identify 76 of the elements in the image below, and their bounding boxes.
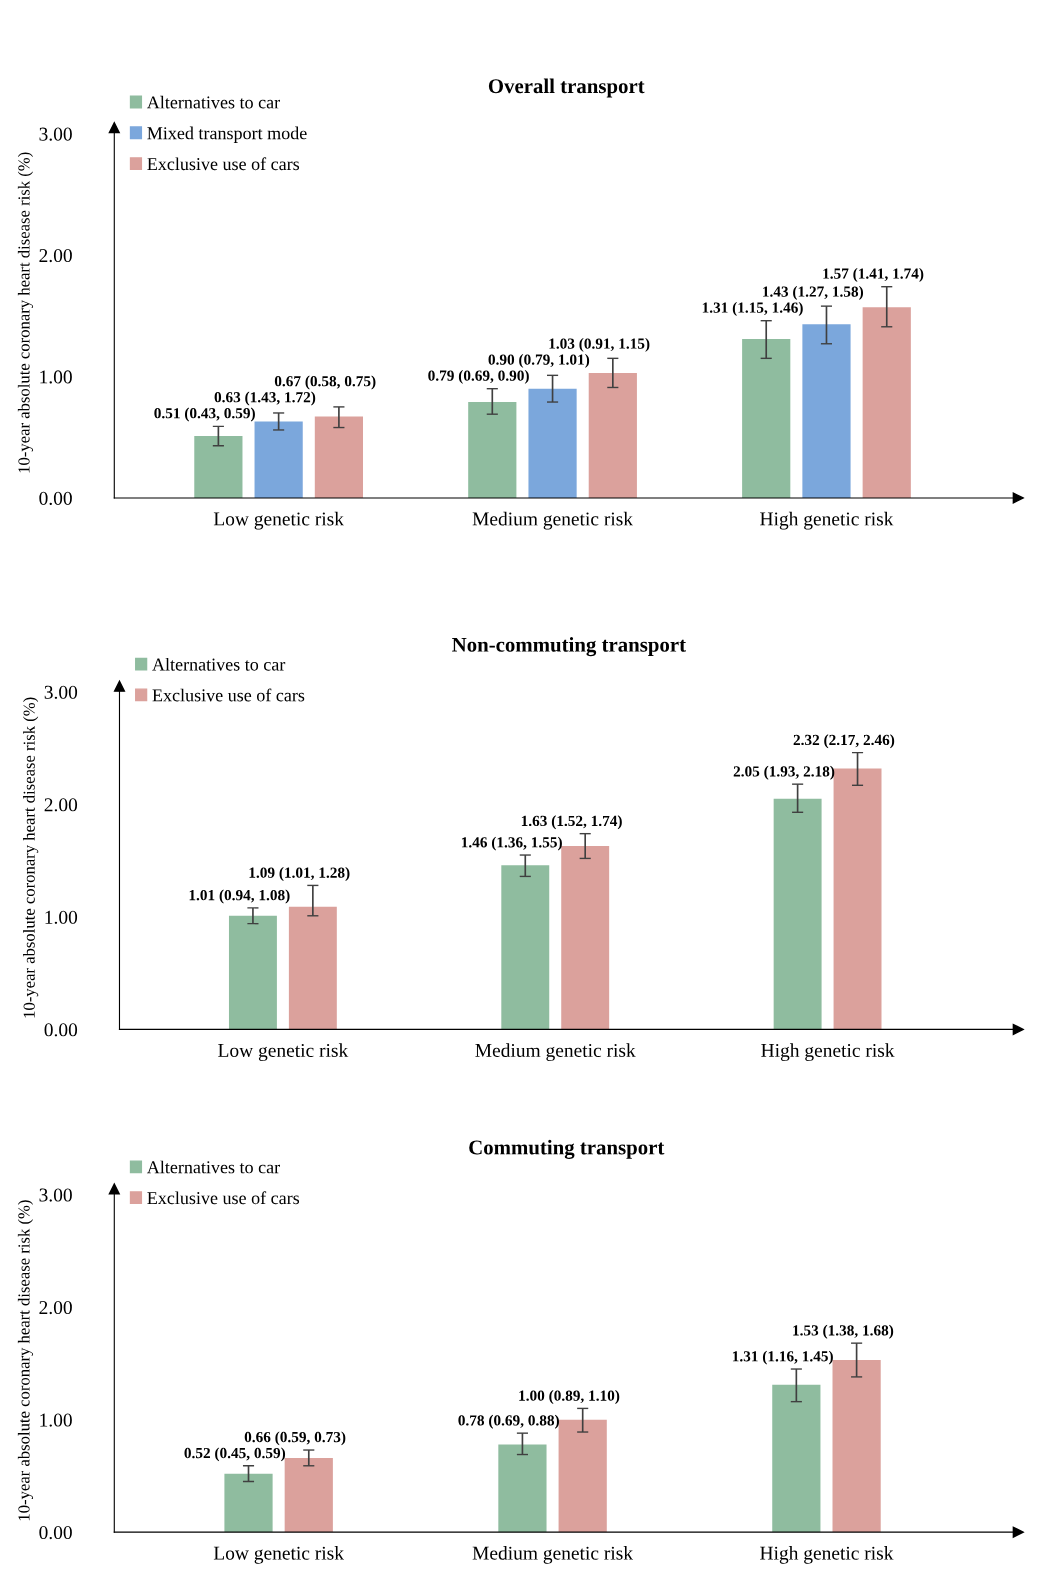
bar — [832, 1360, 881, 1533]
data-label: 1.53 (1.38, 1.68) — [793, 1324, 894, 1339]
chart-title: Overall transport — [488, 78, 645, 98]
x-tick-label: Medium genetic risk — [472, 511, 634, 530]
data-label: 2.32 (2.17, 2.46) — [793, 734, 895, 749]
data-label: 1.31 (1.15, 1.46) — [702, 302, 803, 316]
data-label: 0.66 (0.59, 0.73) — [244, 1431, 346, 1446]
legend-label: Alternatives to car — [152, 657, 286, 671]
y-axis-title: 10-year absolute coronary heart disease risk (%) — [17, 1200, 34, 1521]
bar — [501, 865, 550, 1030]
x-tick-label: High genetic risk — [760, 1546, 894, 1564]
y-tick-label: 2.00 — [39, 248, 72, 263]
data-label: 1.63 (1.52, 1.74) — [521, 815, 622, 830]
bar — [862, 307, 911, 498]
y-tick-label: 3.00 — [39, 127, 72, 141]
bar — [561, 846, 610, 1030]
x-tick-label: Low genetic risk — [213, 1546, 344, 1564]
data-label: 1.31 (1.16, 1.45) — [732, 1350, 833, 1365]
data-label: 1.01 (0.94, 1.08) — [189, 889, 290, 904]
data-label: 0.78 (0.69, 0.88) — [458, 1414, 559, 1429]
bar — [224, 1473, 273, 1533]
data-label: 1.57 (1.41, 1.74) — [823, 268, 924, 282]
bar — [558, 1419, 607, 1533]
bar — [284, 1457, 333, 1533]
bar — [228, 915, 277, 1030]
y-tick-label: 0.00 — [39, 491, 72, 505]
bar — [254, 421, 303, 498]
data-label: 1.43 (1.27, 1.58) — [763, 286, 864, 300]
bar — [773, 798, 822, 1030]
y-tick-label: 1.00 — [40, 370, 72, 384]
x-tick-label: High genetic risk — [761, 1043, 895, 1061]
y-tick-label: 0.00 — [39, 1525, 72, 1540]
bar — [314, 416, 364, 498]
bar — [802, 324, 851, 498]
legend-label: Exclusive use of cars — [152, 688, 305, 702]
legend-label: Alternatives to car — [146, 95, 280, 109]
legend-label: Exclusive use of cars — [147, 157, 300, 171]
data-label: 0.63 (1.43, 1.72) — [214, 391, 316, 406]
bar — [588, 372, 637, 498]
data-label: 0.79 (0.69, 0.90) — [428, 369, 529, 384]
bar — [772, 1384, 821, 1533]
data-label: 1.00 (0.89, 1.10) — [519, 1390, 620, 1404]
chart-title: Non-commuting transport — [452, 637, 686, 657]
x-tick-label: Low genetic risk — [213, 511, 344, 530]
legend-label: Mixed transport mode — [147, 126, 307, 143]
y-axis-title: 10-year absolute coronary heart disease risk (%) — [23, 697, 39, 1018]
bar — [498, 1444, 547, 1533]
bar — [528, 388, 577, 498]
bar — [742, 338, 791, 498]
bar — [194, 436, 243, 498]
data-label: 0.90 (0.79, 1.01) — [488, 353, 590, 368]
y-tick-label: 2.00 — [44, 798, 78, 812]
x-tick-label: Medium genetic risk — [475, 1043, 636, 1061]
y-tick-label: 1.00 — [45, 910, 78, 924]
data-label: 0.51 (0.43, 0.59) — [154, 407, 255, 422]
legend-label: Exclusive use of cars — [147, 1191, 300, 1205]
data-label: 1.09 (1.01, 1.28) — [249, 867, 350, 881]
data-label: 0.67 (0.58, 0.75) — [274, 375, 376, 390]
bar — [468, 402, 517, 498]
y-tick-label: 1.00 — [40, 1413, 72, 1427]
x-tick-label: Medium genetic risk — [472, 1546, 634, 1564]
data-label: 0.52 (0.45, 0.59) — [184, 1447, 286, 1462]
chart-title: Commuting transport — [469, 1139, 665, 1159]
data-label: 2.05 (1.93, 2.18) — [733, 765, 835, 780]
bar — [833, 768, 882, 1030]
legend-label: Alternatives to car — [146, 1160, 280, 1174]
y-tick-label: 3.00 — [39, 1188, 72, 1202]
bar — [288, 906, 337, 1030]
x-tick-label: Low genetic risk — [218, 1043, 349, 1061]
y-tick-label: 3.00 — [44, 685, 78, 699]
x-tick-label: High genetic risk — [760, 511, 894, 530]
y-tick-label: 2.00 — [39, 1300, 72, 1315]
y-axis-title: 10-year absolute coronary heart disease risk (%) — [17, 152, 34, 473]
data-label: 1.03 (0.91, 1.15) — [549, 337, 650, 352]
data-label: 1.46 (1.36, 1.55) — [461, 836, 562, 851]
y-tick-label: 0.00 — [44, 1023, 78, 1037]
